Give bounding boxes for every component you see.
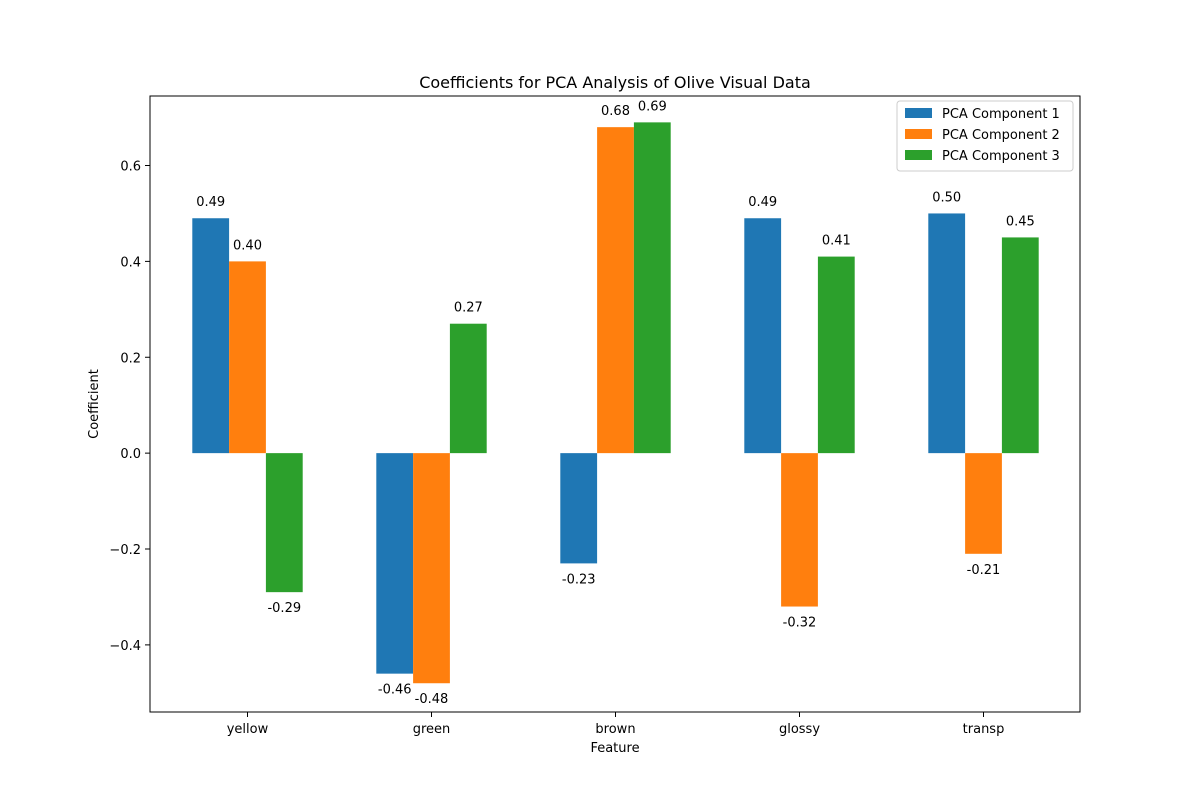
y-tick-label: 0.4 — [120, 255, 141, 270]
bar-glossy-component-2 — [781, 453, 818, 607]
legend-swatch-component-1 — [905, 108, 932, 118]
x-axis-label: Feature — [590, 741, 639, 756]
bar-glossy-component-3 — [817, 256, 855, 454]
bar-value-label: 0.68 — [601, 104, 630, 119]
y-tick-label: −0.4 — [109, 639, 141, 654]
bar-value-label: -0.21 — [967, 563, 1001, 578]
bar-yellow-component-1 — [192, 218, 230, 454]
bar-value-label: 0.50 — [932, 190, 961, 205]
bar-value-label: 0.69 — [638, 99, 667, 114]
y-tick-label: 0.2 — [120, 351, 141, 366]
bar-value-labels: 0.49 -0.46 -0.23 0.49 0.50 0.40 -0.48 0.68 -0.32… — [196, 99, 1035, 707]
legend-label-component-3: PCA Component 3 — [942, 149, 1060, 164]
bar-transp-component-3 — [1001, 237, 1039, 454]
bar-transp-component-2 — [965, 453, 1002, 554]
y-axis-ticks: −0.4 −0.2 0.0 0.2 0.4 0.6 — [109, 160, 150, 654]
bar-brown-component-1 — [560, 453, 598, 564]
bar-value-label: 0.49 — [748, 195, 777, 210]
legend-label-component-2: PCA Component 2 — [942, 128, 1060, 143]
bar-value-label: -0.23 — [562, 572, 596, 587]
bar-value-label: 0.27 — [454, 301, 483, 316]
bars-layer — [192, 122, 1039, 684]
legend-box — [896, 100, 1074, 172]
bar-yellow-component-3 — [265, 453, 303, 593]
x-tick-label-brown: brown — [595, 722, 635, 737]
bar-value-label: -0.46 — [378, 683, 412, 698]
bar-value-label: -0.29 — [267, 601, 301, 616]
y-axis-label: Coefficient — [87, 369, 102, 439]
bar-value-label: 0.41 — [822, 234, 851, 249]
bar-transp-component-1 — [928, 213, 966, 454]
bar-green-component-2 — [413, 453, 450, 684]
bar-value-label: 0.49 — [196, 195, 225, 210]
x-axis-ticks: yellow green brown glossy transp — [227, 712, 1005, 737]
legend-swatch-component-3 — [905, 150, 932, 160]
bar-glossy-component-1 — [744, 218, 782, 454]
legend-label-component-1: PCA Component 1 — [942, 107, 1060, 122]
y-tick-label: −0.2 — [109, 543, 141, 558]
bar-value-label: -0.48 — [415, 692, 449, 707]
y-tick-label: 0.0 — [120, 447, 141, 462]
x-tick-label-green: green — [413, 722, 451, 737]
y-tick-label: 0.6 — [120, 160, 141, 175]
bar-brown-component-2 — [597, 127, 634, 454]
chart-title: Coefficients for PCA Analysis of Olive V… — [419, 73, 811, 92]
legend: PCA Component 1 PCA Component 2 PCA Compon… — [896, 100, 1074, 172]
bar-value-label: 0.40 — [233, 238, 262, 253]
legend-swatch-component-2 — [905, 129, 932, 139]
x-tick-label-yellow: yellow — [227, 722, 269, 737]
bar-yellow-component-2 — [229, 261, 266, 454]
bar-green-component-1 — [376, 453, 414, 674]
bar-value-label: -0.32 — [783, 616, 817, 631]
bar-brown-component-3 — [633, 122, 671, 454]
x-tick-label-glossy: glossy — [779, 722, 820, 737]
bar-green-component-3 — [449, 323, 487, 454]
bar-value-label: 0.45 — [1006, 214, 1035, 229]
x-tick-label-transp: transp — [963, 722, 1005, 737]
